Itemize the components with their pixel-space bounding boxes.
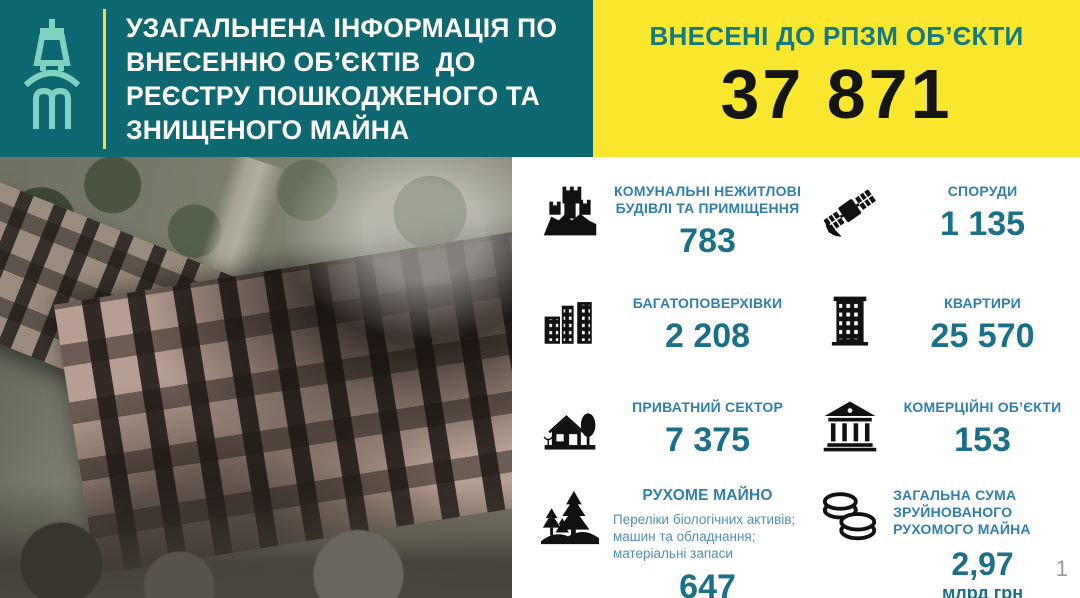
stat-unit: млрд грн xyxy=(941,583,1024,598)
logo-box xyxy=(0,0,103,157)
stat-value: 153 xyxy=(954,421,1011,460)
satellite-icon xyxy=(818,181,882,241)
stat-label: ЗАГАЛЬНА СУМА ЗРУЙНОВАНОГО РУХОМОГО МАЙН… xyxy=(893,487,1031,538)
header: УЗАГАЛЬНЕНА ІНФОРМАЦІЯ ПО ВНЕСЕННЮ ОБ’ЄК… xyxy=(0,0,1080,157)
stat-label: КОМЕРЦІЙНІ ОБ’ЄКТИ xyxy=(903,399,1062,415)
kpi-block: ВНЕСЕНІ ДО РПЗМ ОБ’ЄКТИ 37 871 xyxy=(593,0,1080,157)
stat-value: 2,97 xyxy=(951,546,1014,583)
stat-total-sum: ЗАГАЛЬНА СУМА ЗРУЙНОВАНОГО РУХОМОГО МАЙН… xyxy=(818,481,1072,598)
photo-haze xyxy=(281,157,512,343)
page-title-line: РЕЄСТРУ ПОШКОДЖЕНОГО ТА xyxy=(126,80,540,111)
stat-value: 25 570 xyxy=(930,317,1035,356)
stat-structures: СПОРУДИ 1 135 xyxy=(818,177,1072,289)
stats-panel: КОМУНАЛЬНІ НЕЖИТЛОВІ БУДІВЛІ ТА ПРИМІЩЕН… xyxy=(512,157,1080,598)
stat-label: КВАРТИРИ xyxy=(944,295,1021,311)
page-number: 1 xyxy=(1055,556,1068,581)
stat-commercial: КОМЕРЦІЙНІ ОБ’ЄКТИ 153 xyxy=(818,393,1072,481)
bank-icon xyxy=(818,397,882,455)
body: КОМУНАЛЬНІ НЕЖИТЛОВІ БУДІВЛІ ТА ПРИМІЩЕН… xyxy=(0,157,1080,598)
stat-value: 2 208 xyxy=(664,317,751,356)
title-box: УЗАГАЛЬНЕНА ІНФОРМАЦІЯ ПО ВНЕСЕННЮ ОБ’ЄК… xyxy=(106,5,593,153)
stat-label: БАГАТОПОВЕРХІВКИ xyxy=(632,295,783,311)
stat-label: ПРИВАТНИЙ СЕКТОР xyxy=(632,399,784,415)
stat-value: 783 xyxy=(679,222,736,261)
house-tree-icon xyxy=(538,397,602,455)
stat-apartments: КВАРТИРИ 25 570 xyxy=(818,289,1072,393)
stat-value: 7 375 xyxy=(664,421,751,460)
stat-sublabel: Переліки біологічних активів; машин та о… xyxy=(613,511,796,562)
stat-highrises: БАГАТОПОВЕРХІВКИ 2 208 xyxy=(538,289,802,393)
page-title-line: ЗНИЩЕНОГО МАЙНА xyxy=(126,114,410,145)
stat-value: 647 xyxy=(679,567,736,598)
destroyed-buildings-photo xyxy=(0,157,512,598)
header-divider xyxy=(103,8,106,149)
stat-label: СПОРУДИ xyxy=(947,183,1018,199)
apartment-building-icon xyxy=(818,293,882,351)
stat-label: РУХОМЕ МАЙНО xyxy=(642,487,773,504)
page-title-line: УЗАГАЛЬНЕНА ІНФОРМАЦІЯ ПО xyxy=(126,12,558,43)
stat-label: КОМУНАЛЬНІ НЕЖИТЛОВІ БУДІВЛІ ТА ПРИМІЩЕН… xyxy=(614,183,802,217)
page-title-line: ВНЕСЕННЮ ОБ’ЄКТІВ ДО xyxy=(126,46,476,77)
brand-block: УЗАГАЛЬНЕНА ІНФОРМАЦІЯ ПО ВНЕСЕННЮ ОБ’ЄК… xyxy=(0,0,593,157)
stat-communal-buildings: КОМУНАЛЬНІ НЕЖИТЛОВІ БУДІВЛІ ТА ПРИМІЩЕН… xyxy=(538,177,802,289)
kpi-value: 37 871 xyxy=(720,55,953,134)
trees-icon xyxy=(538,485,602,547)
kpi-label: ВНЕСЕНІ ДО РПЗМ ОБ’ЄКТИ xyxy=(649,21,1024,52)
stat-private-sector: ПРИВАТНИЙ СЕКТОР 7 375 xyxy=(538,393,802,481)
castle-icon xyxy=(538,181,602,241)
coins-icon xyxy=(818,485,882,547)
apartment-blocks-icon xyxy=(538,293,602,351)
photo-rubble xyxy=(0,483,512,598)
dim-tower-logo-icon xyxy=(12,17,92,140)
stat-movable-property: РУХОМЕ МАЙНО Переліки біологічних активі… xyxy=(538,481,802,598)
stat-value: 1 135 xyxy=(939,205,1026,244)
